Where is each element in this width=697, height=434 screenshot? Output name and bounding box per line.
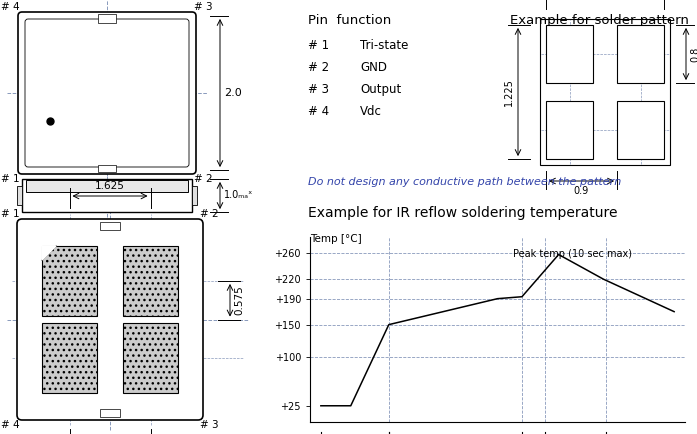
Bar xyxy=(26,180,188,191)
Bar xyxy=(546,101,593,159)
Text: 1.225: 1.225 xyxy=(504,78,514,106)
Text: Pin  function: Pin function xyxy=(308,14,391,27)
Bar xyxy=(540,19,670,165)
Text: Do not design any conductive path between the pattern: Do not design any conductive path betwee… xyxy=(308,177,621,187)
Polygon shape xyxy=(42,246,56,260)
FancyBboxPatch shape xyxy=(25,19,189,167)
Text: # 2: # 2 xyxy=(194,174,213,184)
Text: # 3: # 3 xyxy=(308,83,329,96)
Text: 0.9: 0.9 xyxy=(574,186,589,196)
Text: # 3: # 3 xyxy=(200,420,219,430)
Text: Peak temp (10 sec max): Peak temp (10 sec max) xyxy=(513,250,631,260)
Bar xyxy=(100,222,120,230)
Bar xyxy=(42,323,97,393)
Text: # 4: # 4 xyxy=(1,420,20,430)
Bar xyxy=(22,179,192,212)
Bar xyxy=(617,101,664,159)
Text: # 2: # 2 xyxy=(308,61,329,74)
Bar xyxy=(98,165,116,172)
Text: Tri-state: Tri-state xyxy=(360,39,408,52)
Text: 1.625: 1.625 xyxy=(95,181,125,191)
Text: Temp [°C]: Temp [°C] xyxy=(310,234,362,244)
Text: # 1: # 1 xyxy=(1,209,20,219)
Bar xyxy=(17,186,22,205)
FancyBboxPatch shape xyxy=(17,219,203,420)
Text: # 1: # 1 xyxy=(308,39,329,52)
Bar xyxy=(123,323,178,393)
Bar xyxy=(123,246,178,316)
FancyBboxPatch shape xyxy=(18,12,196,174)
Text: # 1: # 1 xyxy=(1,174,20,184)
Text: Vdc: Vdc xyxy=(360,105,382,118)
Text: Output: Output xyxy=(360,83,401,96)
Bar xyxy=(100,409,120,417)
Bar xyxy=(42,246,97,316)
Bar xyxy=(617,25,664,83)
Text: # 2: # 2 xyxy=(200,209,219,219)
Text: 0.575: 0.575 xyxy=(234,286,244,315)
Text: 2.0: 2.0 xyxy=(224,88,242,98)
Bar xyxy=(546,25,593,83)
Bar xyxy=(98,14,116,23)
Text: 0.8: 0.8 xyxy=(690,46,697,62)
Text: # 3: # 3 xyxy=(194,2,213,12)
Bar xyxy=(192,186,197,205)
Text: 1.0ₘₐˣ: 1.0ₘₐˣ xyxy=(224,191,254,201)
Text: Example for IR reflow soldering temperature: Example for IR reflow soldering temperat… xyxy=(308,206,618,220)
Text: # 4: # 4 xyxy=(1,2,20,12)
Text: # 4: # 4 xyxy=(308,105,329,118)
Text: Example for solder pattern: Example for solder pattern xyxy=(510,14,689,27)
Text: GND: GND xyxy=(360,61,387,74)
